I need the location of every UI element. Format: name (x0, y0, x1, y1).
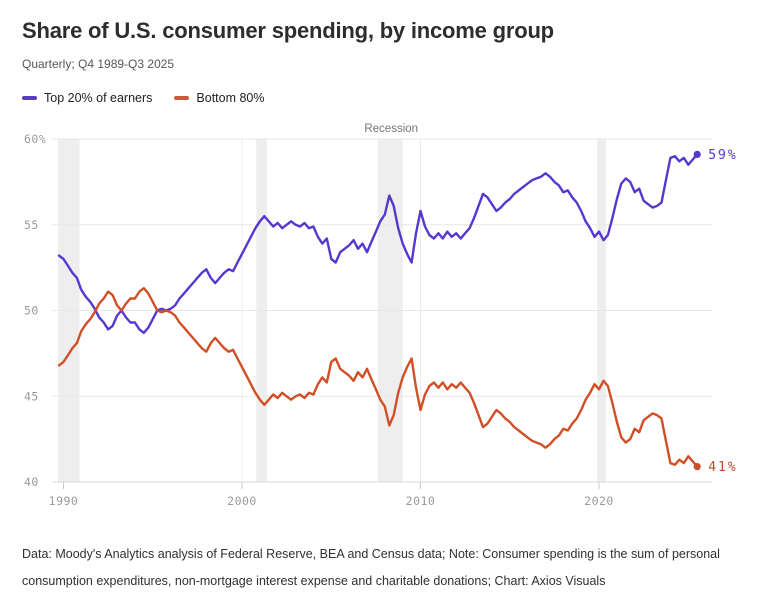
legend-item-top-20: Top 20% of earners (22, 91, 152, 105)
legend-label-bottom-80: Bottom 80% (196, 91, 265, 105)
chart-subtitle: Quarterly; Q4 1989-Q3 2025 (22, 57, 175, 71)
chart-header: Share of U.S. consumer spending, by inco… (22, 18, 745, 71)
end-dot (693, 150, 701, 158)
end-label-top-20: 59% (708, 148, 737, 163)
legend-label-top-20: Top 20% of earners (44, 91, 153, 105)
legend-item-bottom-80: Bottom 80% (174, 91, 265, 105)
y-axis-label: 55 (24, 218, 39, 232)
chart-title: Share of U.S. consumer spending, by inco… (22, 18, 554, 43)
series-line-bottom-80 (57, 286, 699, 468)
x-axis-label: 2020 (584, 494, 614, 508)
y-axis-label: 50 (24, 304, 39, 318)
footer-note: Data: Moody's Analytics analysis of Fede… (22, 547, 720, 588)
y-axis-label: 40 (24, 475, 39, 489)
y-axis-label: 45 (24, 389, 39, 403)
x-axis-label: 1990 (49, 494, 79, 508)
legend-swatch-bottom-80-icon (174, 95, 190, 101)
end-dot (693, 463, 701, 471)
legend-swatch-top-20-icon (22, 95, 37, 101)
legend: Top 20% of earners Bottom 80% (22, 91, 265, 105)
x-axis-label: 2010 (406, 494, 436, 508)
y-axis-label: 60% (24, 132, 46, 146)
chart-canvas: 1990 2000 2010 2020 40 45 50 55 60% Recession 59% 4… (24, 123, 737, 508)
x-axis-label: 2000 (227, 494, 257, 508)
end-label-bottom-80: 41% (708, 460, 737, 475)
recession-label: Recession (364, 123, 418, 135)
